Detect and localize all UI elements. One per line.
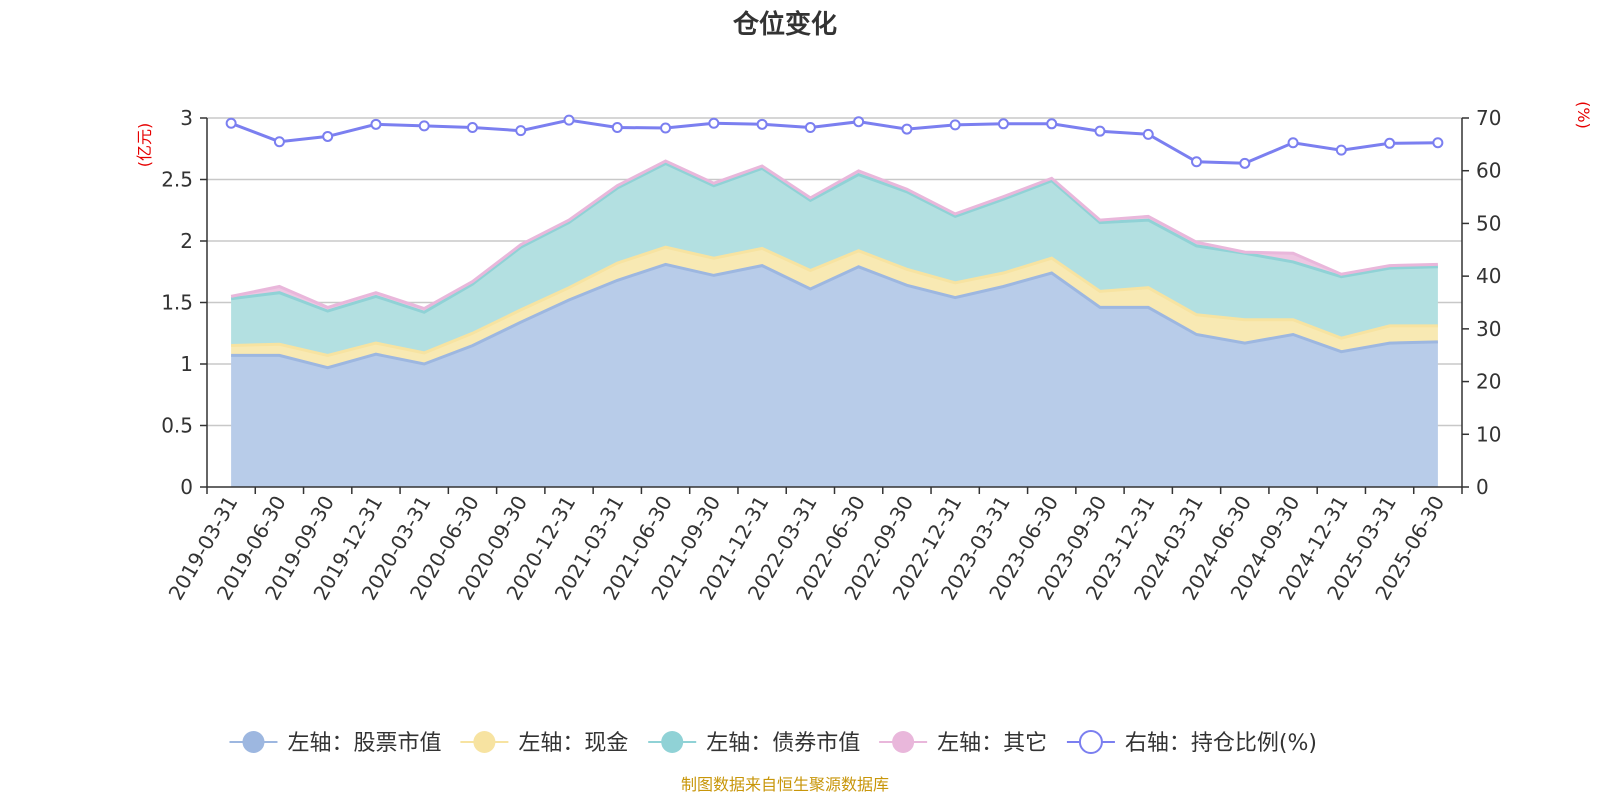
ratio-point (1335, 144, 1347, 156)
right-tick-label: 10 (1476, 422, 1501, 446)
right-tick-label: 60 (1476, 159, 1501, 183)
ratio-point (949, 119, 961, 131)
ratio-point (901, 123, 913, 135)
left-tick-label: 2.5 (161, 168, 193, 192)
ratio-point (1142, 128, 1154, 140)
ratio-point (1432, 137, 1444, 149)
area-line-series-1 (231, 245, 1438, 357)
ratio-point (804, 121, 816, 133)
ratio-line (230, 118, 1438, 165)
axes (200, 117, 1469, 494)
legend-label-1: 左轴：现金 (518, 731, 628, 756)
ratio-point (1287, 137, 1299, 149)
right-axis-unit: (%) (1574, 101, 1593, 129)
ratio-point (225, 117, 237, 129)
area-line-series-3 (230, 159, 1438, 311)
right-tick-label: 30 (1476, 317, 1501, 341)
right-tick-label: 50 (1476, 211, 1501, 235)
ratio-point (1191, 156, 1203, 168)
left-tick-label: 1.5 (161, 291, 193, 315)
left-axis-unit: (亿元) (135, 123, 154, 168)
area-line-series-2 (230, 161, 1438, 314)
source-note: 制图数据来自恒生聚源数据库 (681, 775, 889, 794)
legend-marker-1 (473, 731, 496, 753)
series-lines (225, 114, 1444, 370)
legend-label-4: 右轴：持仓比例(%) (1125, 731, 1317, 756)
left-tick-label: 2 (180, 229, 193, 253)
ratio-point (611, 121, 623, 133)
left-tick-label: 1 (180, 352, 193, 376)
legend-marker-0 (242, 731, 265, 753)
chart-title: 仓位变化 (732, 9, 837, 40)
legend: 左轴：股票市值 左轴：现金 左轴：债券市值 左轴：其它 右轴：持仓比例(%) (229, 730, 1317, 756)
ratio-point (273, 136, 285, 148)
ratio-point (1094, 125, 1106, 137)
area-series-1 (231, 247, 1438, 368)
legend-marker-4 (1078, 730, 1103, 754)
ratio-point (756, 118, 768, 130)
legend-label-0: 左轴：股票市值 (287, 731, 441, 756)
left-tick-label: 0.5 (161, 414, 193, 438)
ratio-point (1239, 157, 1251, 169)
ratio-point (853, 116, 865, 128)
right-tick-label: 40 (1476, 264, 1501, 288)
ratio-point (322, 130, 334, 142)
legend-marker-3 (892, 731, 915, 753)
ratio-point (515, 125, 527, 137)
stacked-areas (231, 161, 1438, 487)
ratio-point (708, 117, 720, 129)
legend-label-2: 左轴：债券市值 (706, 731, 860, 756)
legend-label-3: 左轴：其它 (937, 731, 1047, 756)
area-line-series-0 (231, 262, 1438, 370)
right-tick-label: 20 (1476, 370, 1501, 394)
left-tick-label: 3 (180, 106, 193, 130)
left-tick-label: 0 (180, 475, 193, 499)
ratio-point (466, 121, 478, 133)
right-tick-label: 0 (1476, 475, 1489, 499)
ratio-point (370, 118, 382, 130)
ratio-point (660, 122, 672, 134)
ratio-point (1046, 118, 1058, 130)
ratio-point (997, 118, 1009, 130)
ratio-point (418, 120, 430, 132)
right-tick-label: 70 (1476, 106, 1501, 130)
area-series-0 (231, 264, 1438, 487)
ratio-point (563, 114, 575, 126)
ratio-point (1384, 137, 1396, 149)
legend-marker-2 (661, 731, 684, 753)
